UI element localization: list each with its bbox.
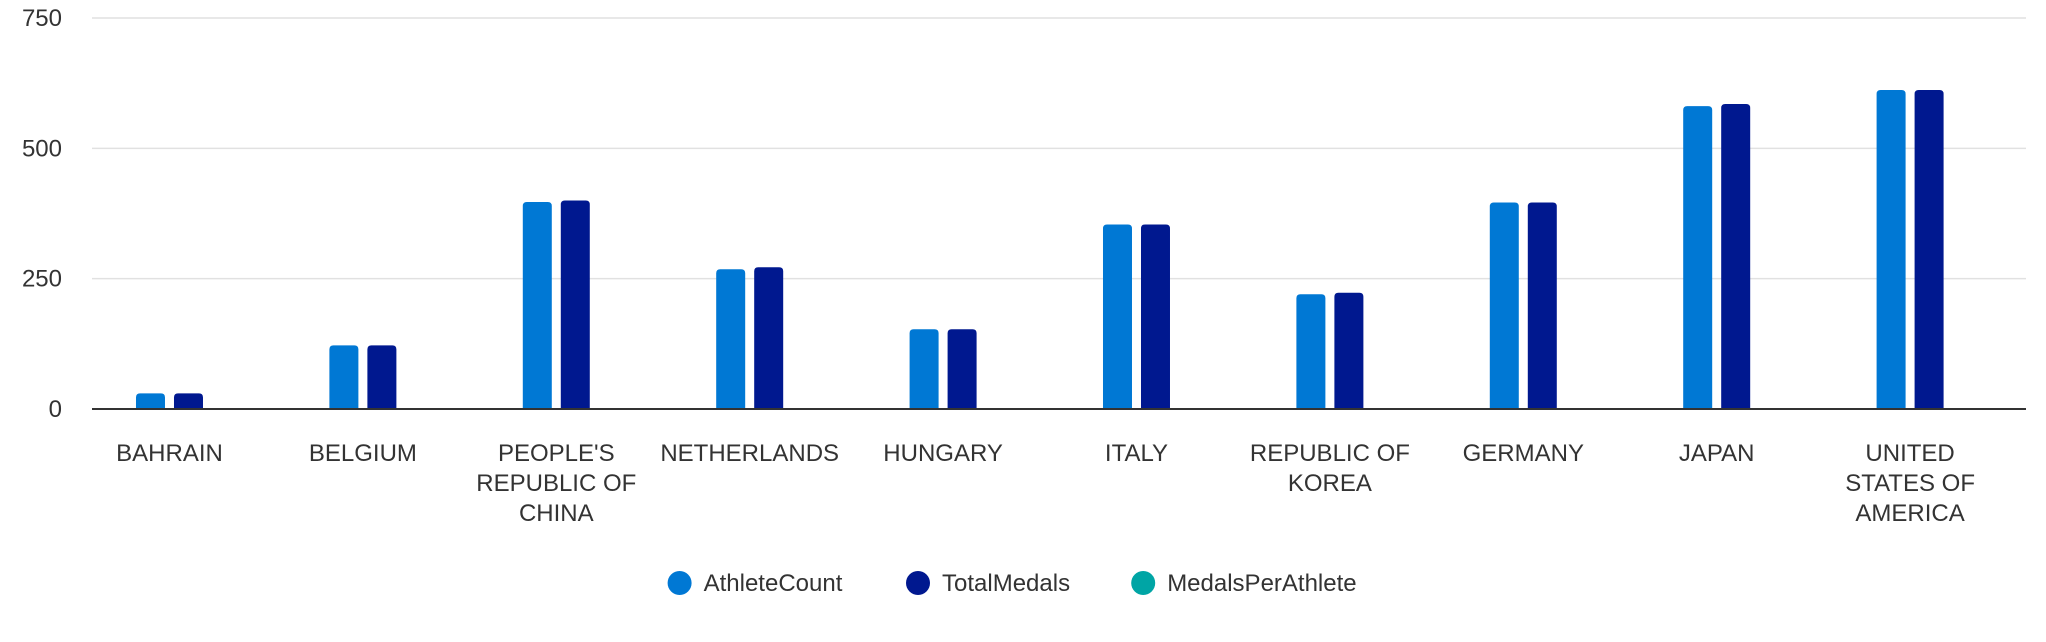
bar-athletecount-7[interactable] [1489,202,1519,409]
x-tick-label: PEOPLE'S REPUBLIC OF CHINA [476,440,636,527]
y-axis-ticks: 0 250 500 750 [22,5,62,423]
legend-label: MedalsPerAthlete [1167,570,1356,597]
bar-athletecount-6[interactable] [1296,294,1326,409]
y-tick-label: 500 [22,135,62,162]
legend-item-totalmedals[interactable]: TotalMedals [906,570,1070,597]
x-tick-label-line: NETHERLANDS [660,440,839,467]
legend-item-medalsperathlete[interactable]: MedalsPerAthlete [1131,570,1357,597]
x-tick-label-line: GERMANY [1463,440,1584,467]
x-tick-label-line: JAPAN [1679,440,1755,467]
x-tick-label-line: UNITED [1865,440,1954,467]
x-tick-label: GERMANY [1463,440,1584,467]
bar-athletecount-5[interactable] [1102,224,1132,409]
x-tick-label-line: KOREA [1288,470,1372,497]
x-tick-label-line: HUNGARY [883,440,1003,467]
legend-swatch [906,571,930,595]
x-axis-labels: BAHRAIN BELGIUM PEOPLE'S REPUBLIC OF CHINA NE… [116,440,1975,527]
bar-totalmedals-3[interactable] [754,267,784,409]
x-tick-label: JAPAN [1679,440,1755,467]
bar-athletecount-1[interactable] [329,345,359,409]
legend-label: AthleteCount [704,570,843,597]
bar-totalmedals-7[interactable] [1527,202,1557,409]
x-tick-label-line: STATES OF [1845,470,1975,497]
bar-totalmedals-2[interactable] [560,200,590,409]
bar-athletecount-3[interactable] [716,269,746,409]
x-tick-label-line: CHINA [519,500,594,527]
x-tick-label-line: AMERICA [1855,500,1964,527]
bar-totalmedals-5[interactable] [1140,224,1170,409]
bar-totalmedals-9[interactable] [1914,89,1944,409]
bar-athletecount-2[interactable] [522,202,552,409]
bars [135,89,1944,410]
y-tick-label: 0 [49,396,62,423]
x-tick-label: BELGIUM [309,440,417,467]
bar-athletecount-0[interactable] [135,393,165,409]
bar-athletecount-8[interactable] [1683,106,1713,409]
bar-totalmedals-0[interactable] [173,393,203,409]
legend-item-athletecount[interactable]: AthleteCount [667,570,843,597]
bar-totalmedals-8[interactable] [1721,104,1751,410]
bar-totalmedals-4[interactable] [947,329,977,409]
x-tick-label-line: REPUBLIC OF [1250,440,1410,467]
x-tick-label-line: BELGIUM [309,440,417,467]
y-tick-label: 250 [22,266,62,293]
legend[interactable]: AthleteCount TotalMedals MedalsPerAthlete [667,570,1357,597]
x-tick-label-line: BAHRAIN [116,440,223,467]
x-tick-label: HUNGARY [883,440,1003,467]
x-tick-label: UNITED STATES OF AMERICA [1845,440,1975,527]
bar-totalmedals-6[interactable] [1334,292,1364,409]
x-tick-label: REPUBLIC OF KOREA [1250,440,1410,497]
x-tick-label: BAHRAIN [116,440,223,467]
legend-swatch [667,571,692,595]
legend-swatch [1131,571,1156,595]
y-tick-label: 750 [22,5,62,32]
x-tick-label: NETHERLANDS [660,440,839,467]
x-tick-label-line: ITALY [1105,440,1168,467]
x-tick-label-line: PEOPLE'S [498,440,615,467]
bar-athletecount-4[interactable] [909,329,939,409]
x-tick-label-line: REPUBLIC OF [476,470,636,497]
bar-athletecount-9[interactable] [1876,89,1906,409]
legend-label: TotalMedals [942,570,1070,597]
bar-totalmedals-1[interactable] [367,345,397,409]
x-tick-label: ITALY [1105,440,1168,467]
